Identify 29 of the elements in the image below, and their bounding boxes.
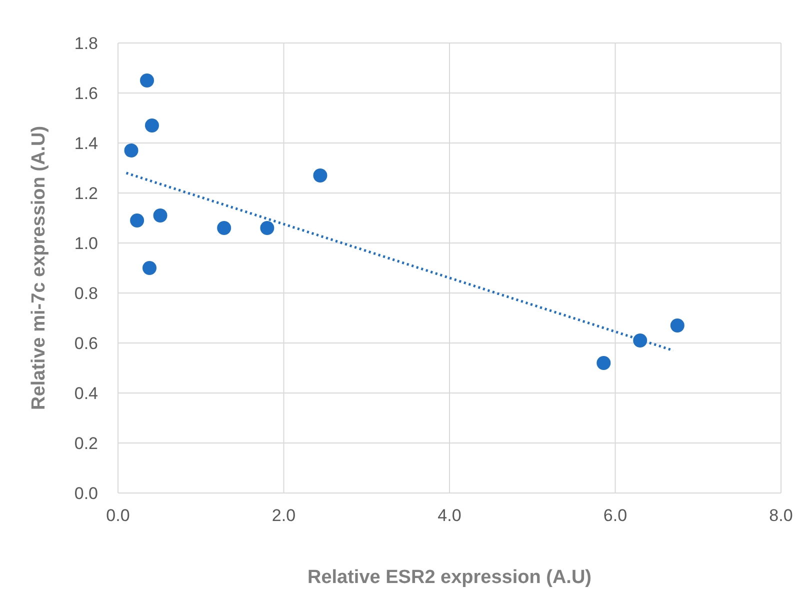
point [124, 144, 138, 158]
point [596, 356, 611, 370]
point [140, 74, 154, 88]
point [217, 221, 232, 235]
x-tick-label: 0.0 [106, 506, 130, 526]
y-tick-label: 1.6 [74, 84, 98, 104]
point [670, 318, 684, 332]
y-tick-label: 0.2 [74, 434, 98, 454]
y-tick-label: 1.8 [74, 34, 98, 54]
x-tick-label: 8.0 [769, 506, 793, 526]
point [313, 168, 328, 182]
point [142, 261, 156, 275]
point [633, 334, 648, 348]
point [260, 221, 274, 235]
y-tick-label: 0.6 [74, 334, 98, 354]
y-tick-label: 0.8 [74, 284, 98, 304]
x-tick-label: 2.0 [272, 506, 296, 526]
y-tick-label: 0.4 [74, 384, 98, 404]
y-axis-title: Relative mi-7c expression (A.U) [28, 126, 50, 410]
point [144, 118, 159, 132]
y-tick-label: 1.4 [74, 134, 98, 154]
y-tick-label: 1.2 [74, 184, 98, 204]
x-tick-label: 4.0 [438, 506, 462, 526]
y-tick-label: 0.0 [74, 484, 98, 504]
x-tick-label: 6.0 [603, 506, 628, 526]
point [130, 214, 144, 228]
point [153, 208, 168, 222]
y-tick-label: 1.0 [74, 234, 98, 254]
x-axis-title: Relative ESR2 expression (A.U) [307, 567, 592, 588]
